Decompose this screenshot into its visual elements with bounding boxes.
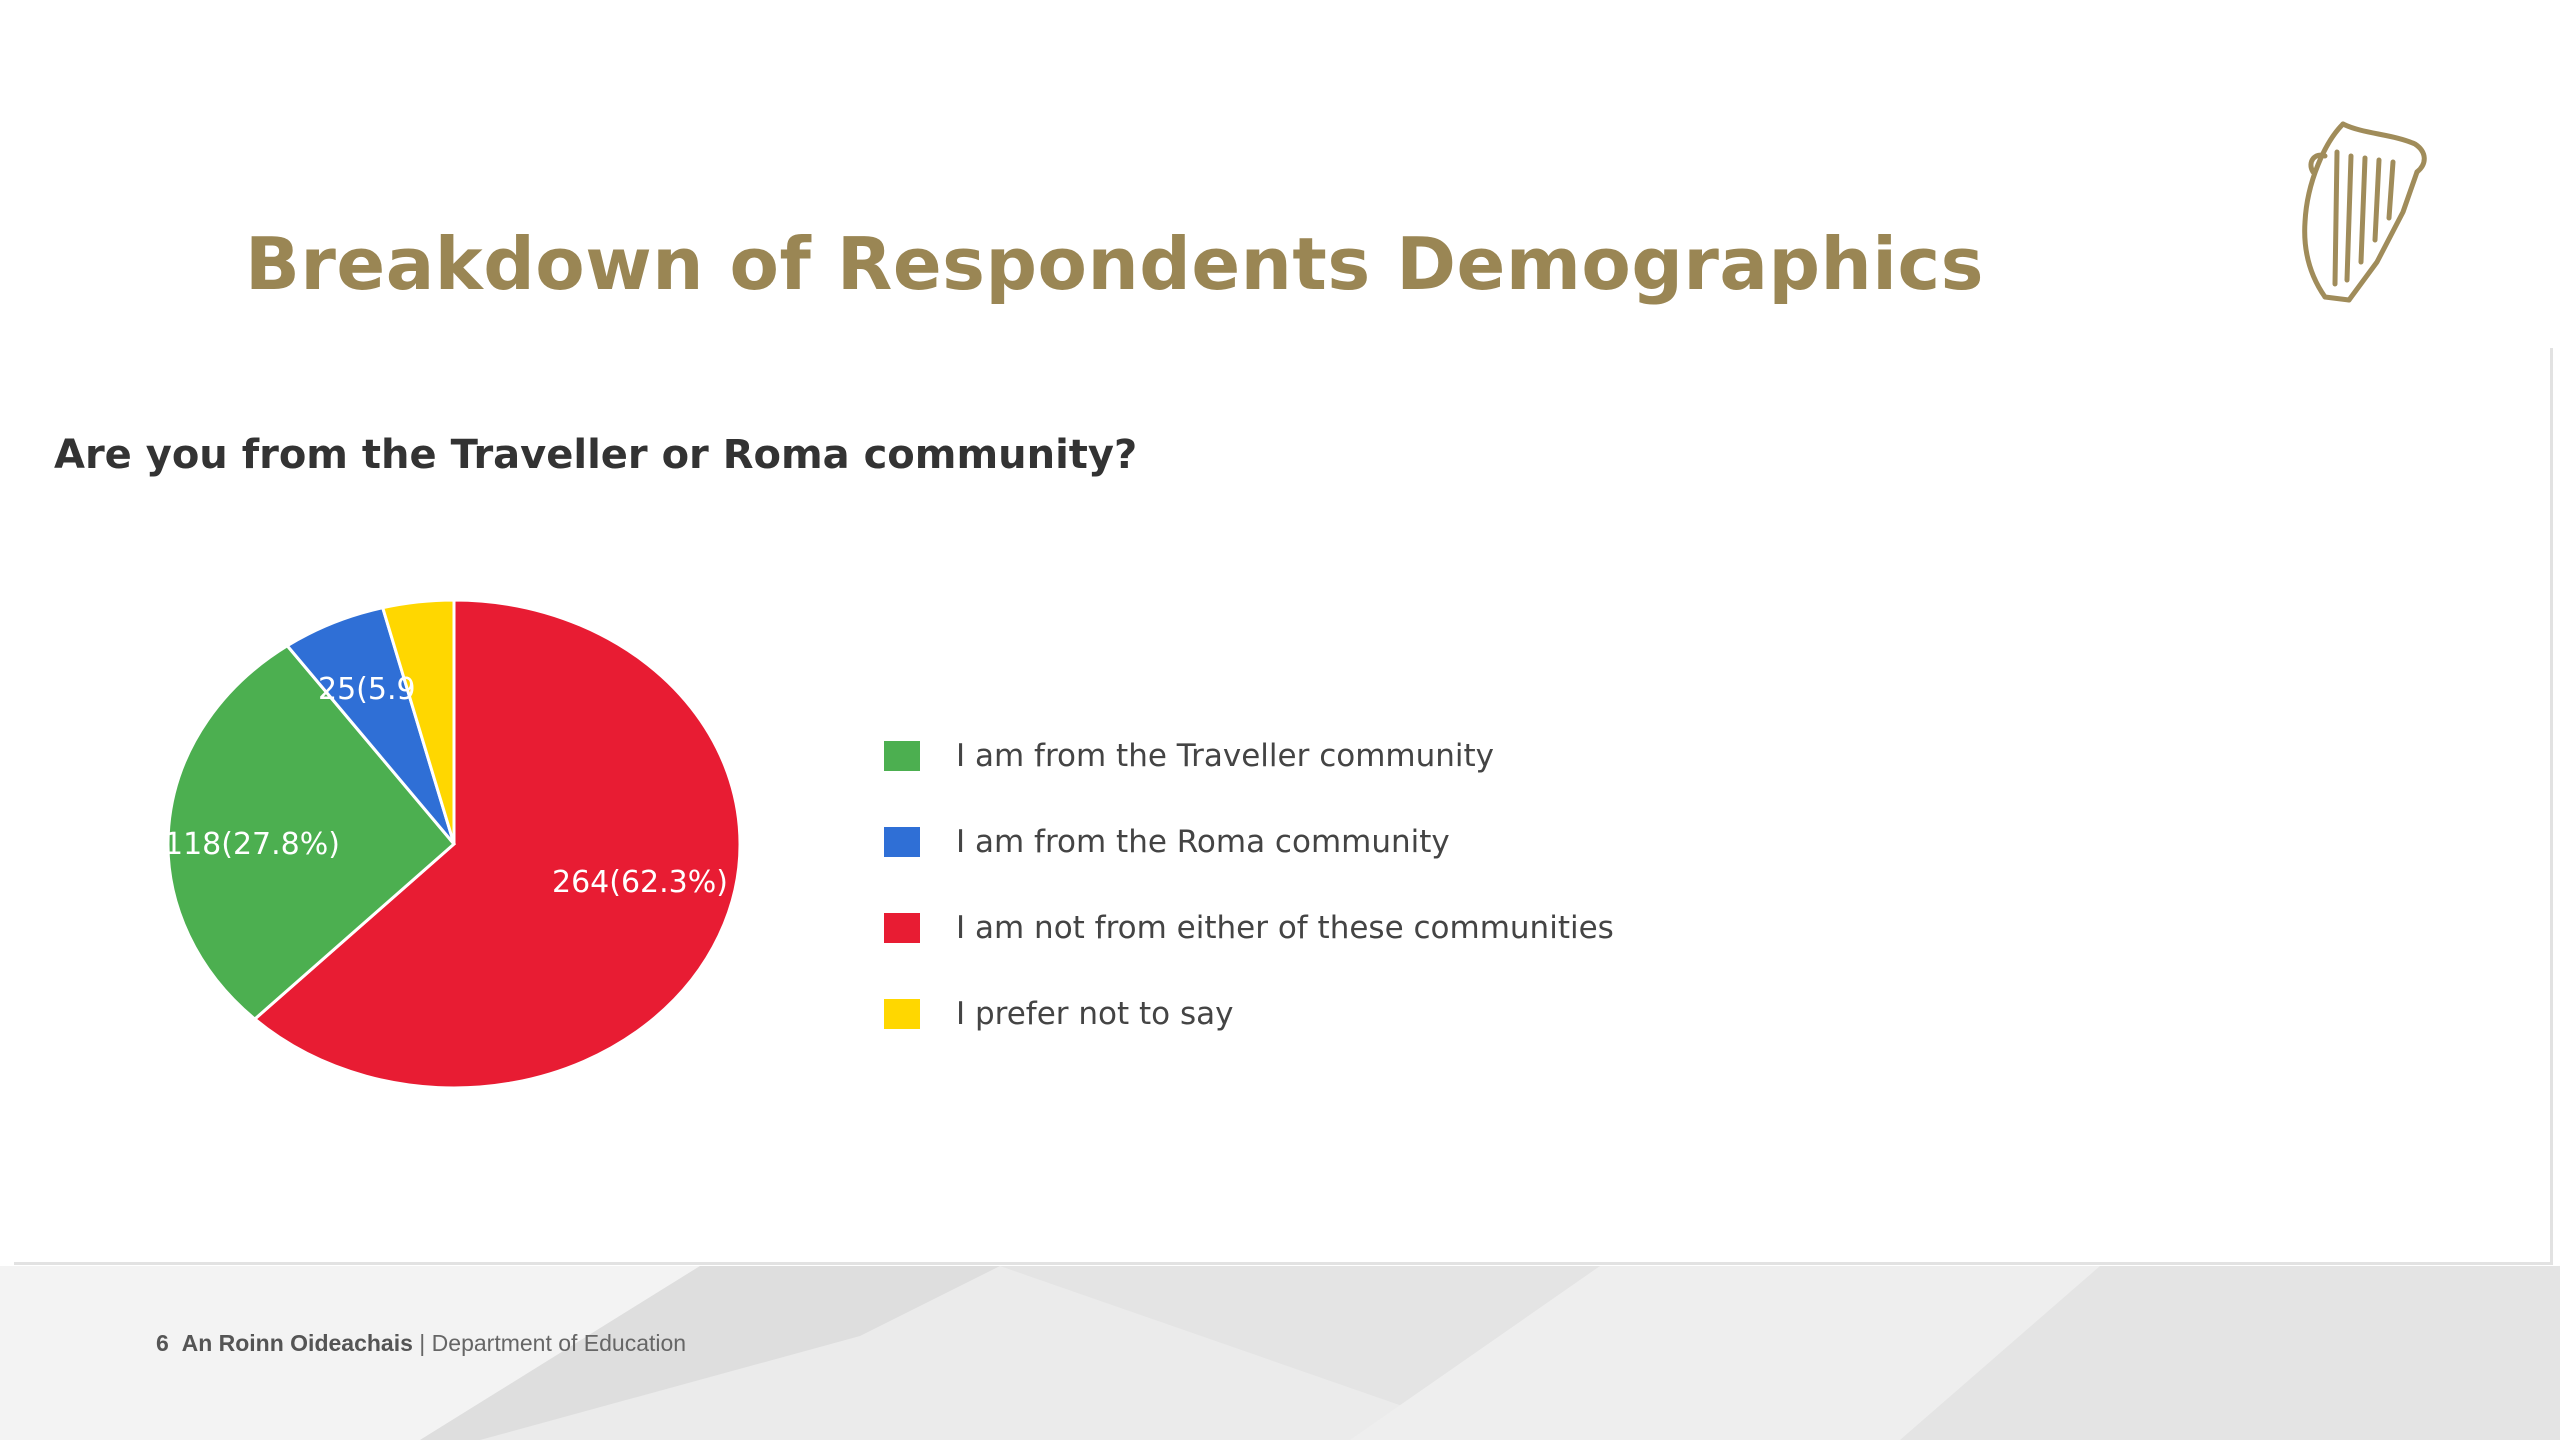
chart-legend: I am from the Traveller community I am fr… <box>884 713 1614 1057</box>
legend-swatch <box>884 827 920 857</box>
footer-background <box>0 1266 2560 1440</box>
legend-swatch <box>884 999 920 1029</box>
pie-slice <box>252 598 742 1090</box>
pie-slice <box>166 643 457 1022</box>
pie-data-label: 118(27.8%) <box>164 827 340 862</box>
footer-org-irish: An Roinn Oideachais <box>181 1330 413 1356</box>
legend-item: I am from the Roma community <box>884 799 1614 885</box>
harp-logo <box>2302 121 2427 303</box>
legend-swatch <box>884 741 920 771</box>
chart-title: Are you from the Traveller or Roma commu… <box>54 432 1138 478</box>
legend-item: I am from the Traveller community <box>884 713 1614 799</box>
footer: 6 An Roinn Oideachais | Department of Ed… <box>156 1330 686 1357</box>
legend-label: I am from the Roma community <box>956 824 1450 860</box>
legend-label: I am not from either of these communitie… <box>956 910 1614 946</box>
legend-item: I am not from either of these communitie… <box>884 885 1614 971</box>
legend-swatch <box>884 913 920 943</box>
slide-title: Breakdown of Respondents Demographics <box>245 222 1984 306</box>
pie-data-label: 25(5.9 <box>318 672 416 707</box>
footer-org-english: Department of Education <box>431 1330 687 1356</box>
pie-chart: 264(62.3%) 118(27.8%) 25(5.9 <box>164 598 742 1090</box>
legend-label: I prefer not to say <box>956 996 1234 1032</box>
footer-separator: | <box>419 1330 426 1356</box>
page-number: 6 <box>156 1330 169 1356</box>
pie-data-label: 264(62.3%) <box>552 865 728 900</box>
pie-slice <box>380 598 456 845</box>
legend-label: I am from the Traveller community <box>956 738 1495 774</box>
chart-panel: Are you from the Traveller or Roma commu… <box>14 348 2553 1265</box>
legend-item: I prefer not to say <box>884 971 1614 1057</box>
